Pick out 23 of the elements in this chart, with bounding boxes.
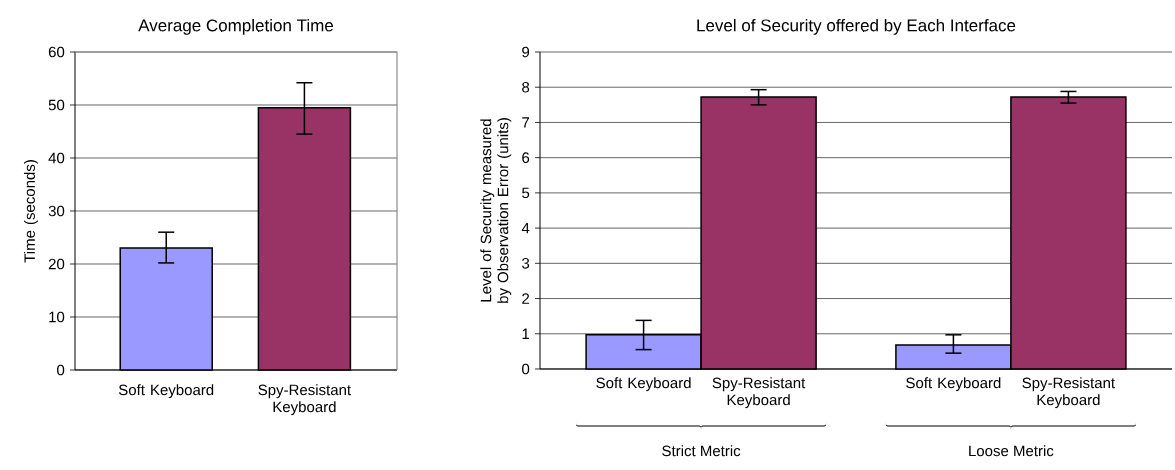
y-axis-title: Time (seconds) [23,160,38,263]
chart-title: Average Completion Time [138,18,334,35]
y-tick-label: 2 [522,293,530,304]
y-tick-label: 40 [48,152,65,164]
x-tick-label: Strict Metric [662,445,741,457]
y-tick-label: 0 [57,364,65,376]
y-tick-label: 7 [522,117,530,128]
y-tick-label: 1 [522,328,530,339]
y-tick-label: 9 [522,46,530,58]
y-tick-label: 5 [522,187,530,199]
y-tick-label: 20 [48,258,65,270]
y-tick-label: 6 [522,152,530,163]
y-tick-label: 30 [48,205,65,217]
x-tick-label: Loose Metric [969,445,1054,457]
y-tick-label: 60 [48,46,65,58]
y-tick-label: 8 [522,81,530,93]
chart-title: Level of Security offered by Each Interface [697,18,1016,35]
y-tick-label: 50 [48,99,65,111]
y-tick-label: 4 [521,222,530,234]
y-tick-label: 10 [49,311,65,323]
y-tick-label: 0 [522,363,530,375]
y-tick-label: 3 [522,258,530,269]
y-axis-title: Level of Security measured by Observation Error (units) [480,118,512,303]
